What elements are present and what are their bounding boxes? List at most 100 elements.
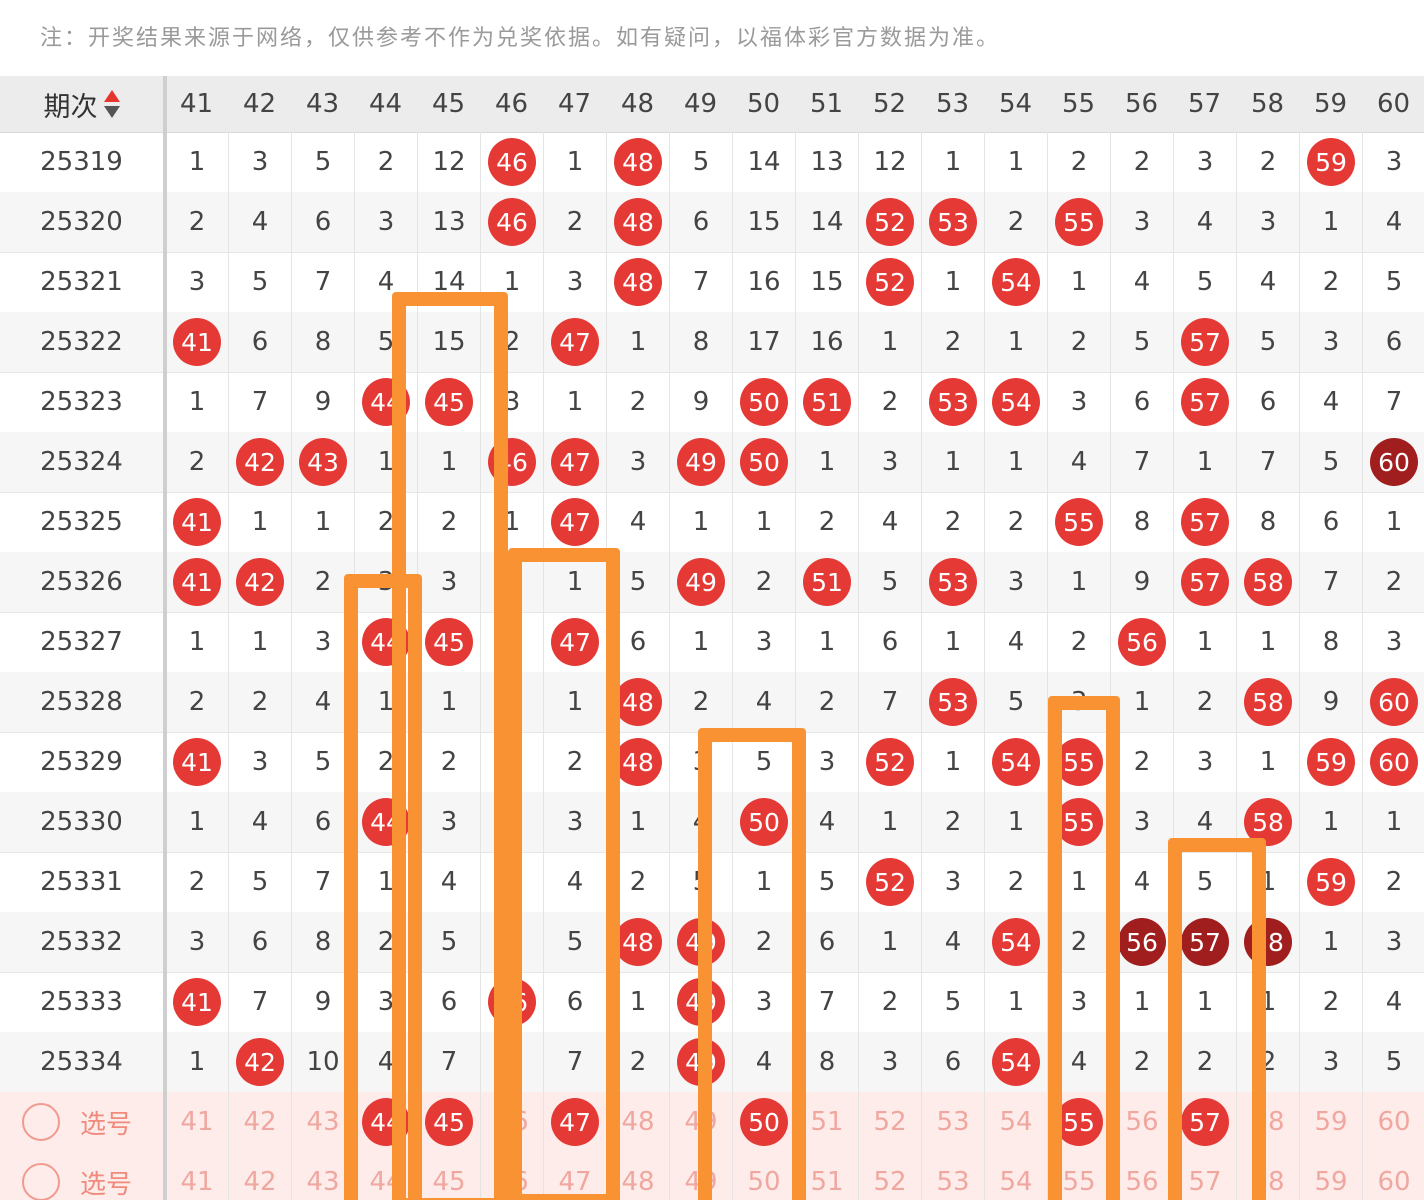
select-row[interactable]: 选号 41 42 43 44 45 46 47 48 49 50 51 52 53 54 55 56 57 58 59… <box>0 1152 1424 1200</box>
select-number-cell[interactable]: 42 <box>228 1092 291 1152</box>
number-value: 2 <box>629 1047 647 1077</box>
select-toggle[interactable]: 选号 <box>0 1092 163 1152</box>
number-cell: 5 <box>354 312 417 372</box>
number-value: 4 <box>1385 207 1403 237</box>
number-value: 7 <box>251 987 269 1017</box>
number-cell: 8 <box>669 312 732 372</box>
select-number-cell[interactable]: 52 <box>858 1092 921 1152</box>
number-cell: 2 <box>858 972 921 1032</box>
number-value: 54 <box>999 1167 1033 1197</box>
select-number-cell[interactable]: 41 <box>165 1092 228 1152</box>
select-number-cell[interactable]: 51 <box>795 1092 858 1152</box>
winning-number-ball[interactable]: 57 <box>1181 1098 1229 1146</box>
select-number-cell[interactable]: 60 <box>1362 1092 1424 1152</box>
number-value: 1 <box>188 387 206 417</box>
number-cell: 12 <box>417 132 480 192</box>
winning-number-ball[interactable]: 50 <box>740 1098 788 1146</box>
number-value: 3 <box>1259 207 1277 237</box>
number-value: 4 <box>1385 987 1403 1017</box>
radio-circle-icon[interactable] <box>22 1163 60 1200</box>
number-value: 6 <box>818 927 836 957</box>
number-cell: 1 <box>1047 252 1110 312</box>
number-value: 4 <box>1196 207 1214 237</box>
select-number-cell[interactable]: 45 <box>417 1092 480 1152</box>
table-row: 25334 1 42 10 4 7 1 7 2 49 4 8 3 6 54 4 2 2 2 3 5 <box>0 1032 1424 1093</box>
winning-number-ball: 58 <box>1244 558 1292 606</box>
orange-highlight-box <box>392 292 508 1200</box>
number-cell: 2 <box>732 552 795 612</box>
radio-circle-icon[interactable] <box>22 1103 60 1141</box>
column-header-45: 45 <box>431 89 466 119</box>
select-number-cell[interactable]: 53 <box>921 1152 984 1200</box>
sort-up-down-icon[interactable] <box>103 89 120 119</box>
winning-number-ball[interactable]: 55 <box>1055 1098 1103 1146</box>
number-cell: 1 <box>1362 792 1424 852</box>
orange-highlight-box <box>344 574 422 1200</box>
number-cell: 3 <box>858 432 921 492</box>
table-row: 25320 2 4 6 3 13 46 2 48 6 15 14 52 53 2 55 3 4 3 1 4 <box>0 192 1424 253</box>
number-value: 2 <box>629 387 647 417</box>
number-cell: 57 <box>1173 372 1236 432</box>
number-value: 1 <box>1070 267 1088 297</box>
number-cell: 7 <box>858 672 921 732</box>
period-cell: 25324 <box>40 447 123 477</box>
number-cell: 3 <box>984 552 1047 612</box>
number-cell: 2 <box>291 552 354 612</box>
select-number-cell[interactable]: 60 <box>1362 1152 1424 1200</box>
select-number-cell[interactable]: 54 <box>984 1092 1047 1152</box>
select-number-cell[interactable]: 57 <box>1173 1092 1236 1152</box>
number-cell: 6 <box>669 192 732 252</box>
number-value: 2 <box>566 747 584 777</box>
number-value: 1 <box>818 627 836 657</box>
winning-number-ball: 58 <box>1244 678 1292 726</box>
number-cell: 48 <box>606 252 669 312</box>
table-row: 25321 3 5 7 4 14 1 3 48 7 16 15 52 1 54 1 4 5 4 2 5 <box>0 252 1424 313</box>
number-cell: 55 <box>1047 492 1110 552</box>
select-number-cell[interactable]: 55 <box>1047 1152 1110 1200</box>
select-number-cell[interactable]: 54 <box>984 1152 1047 1200</box>
select-toggle[interactable]: 选号 <box>0 1152 163 1200</box>
winning-number-ball: 49 <box>677 438 725 486</box>
select-number-cell[interactable]: 43 <box>291 1092 354 1152</box>
number-cell: 1 <box>795 432 858 492</box>
number-value: 13 <box>432 207 466 237</box>
number-value: 8 <box>1133 507 1151 537</box>
select-number-cell[interactable]: 43 <box>291 1152 354 1200</box>
select-label: 选号 <box>80 1169 133 1200</box>
number-value: 3 <box>1196 147 1214 177</box>
select-number-cell[interactable]: 53 <box>921 1092 984 1152</box>
select-number-cell[interactable]: 59 <box>1299 1152 1362 1200</box>
number-value: 1 <box>944 447 962 477</box>
winning-number-ball[interactable]: 47 <box>551 1098 599 1146</box>
number-cell: 3 <box>1299 312 1362 372</box>
winning-number-ball: 53 <box>929 678 977 726</box>
number-cell: 4 <box>1362 192 1424 252</box>
select-number-cell[interactable]: 50 <box>732 1092 795 1152</box>
select-number-cell[interactable]: 47 <box>543 1152 606 1200</box>
number-value: 1 <box>1070 567 1088 597</box>
number-value: 1 <box>1007 327 1025 357</box>
winning-number-ball: 45 <box>425 378 473 426</box>
number-value: 2 <box>440 507 458 537</box>
select-number-cell[interactable]: 47 <box>543 1092 606 1152</box>
number-value: 1 <box>566 387 584 417</box>
number-value: 3 <box>377 987 395 1017</box>
select-number-cell[interactable]: 50 <box>732 1152 795 1200</box>
period-column-header[interactable]: 期次 <box>0 76 163 132</box>
select-number-cell[interactable]: 42 <box>228 1152 291 1200</box>
number-cell: 3 <box>1173 132 1236 192</box>
select-number-cell[interactable]: 41 <box>165 1152 228 1200</box>
select-number-cell[interactable]: 55 <box>1047 1092 1110 1152</box>
select-number-cell[interactable]: 57 <box>1173 1152 1236 1200</box>
number-value: 3 <box>944 867 962 897</box>
number-value: 8 <box>1322 627 1340 657</box>
select-number-cell[interactable]: 59 <box>1299 1092 1362 1152</box>
number-value: 2 <box>944 327 962 357</box>
number-cell: 2 <box>606 372 669 432</box>
winning-number-ball[interactable]: 45 <box>425 1098 473 1146</box>
select-number-cell[interactable]: 52 <box>858 1152 921 1200</box>
number-cell: 1 <box>984 312 1047 372</box>
winning-number-ball: 48 <box>614 738 662 786</box>
number-value: 7 <box>251 387 269 417</box>
number-cell: 2 <box>1362 552 1424 612</box>
